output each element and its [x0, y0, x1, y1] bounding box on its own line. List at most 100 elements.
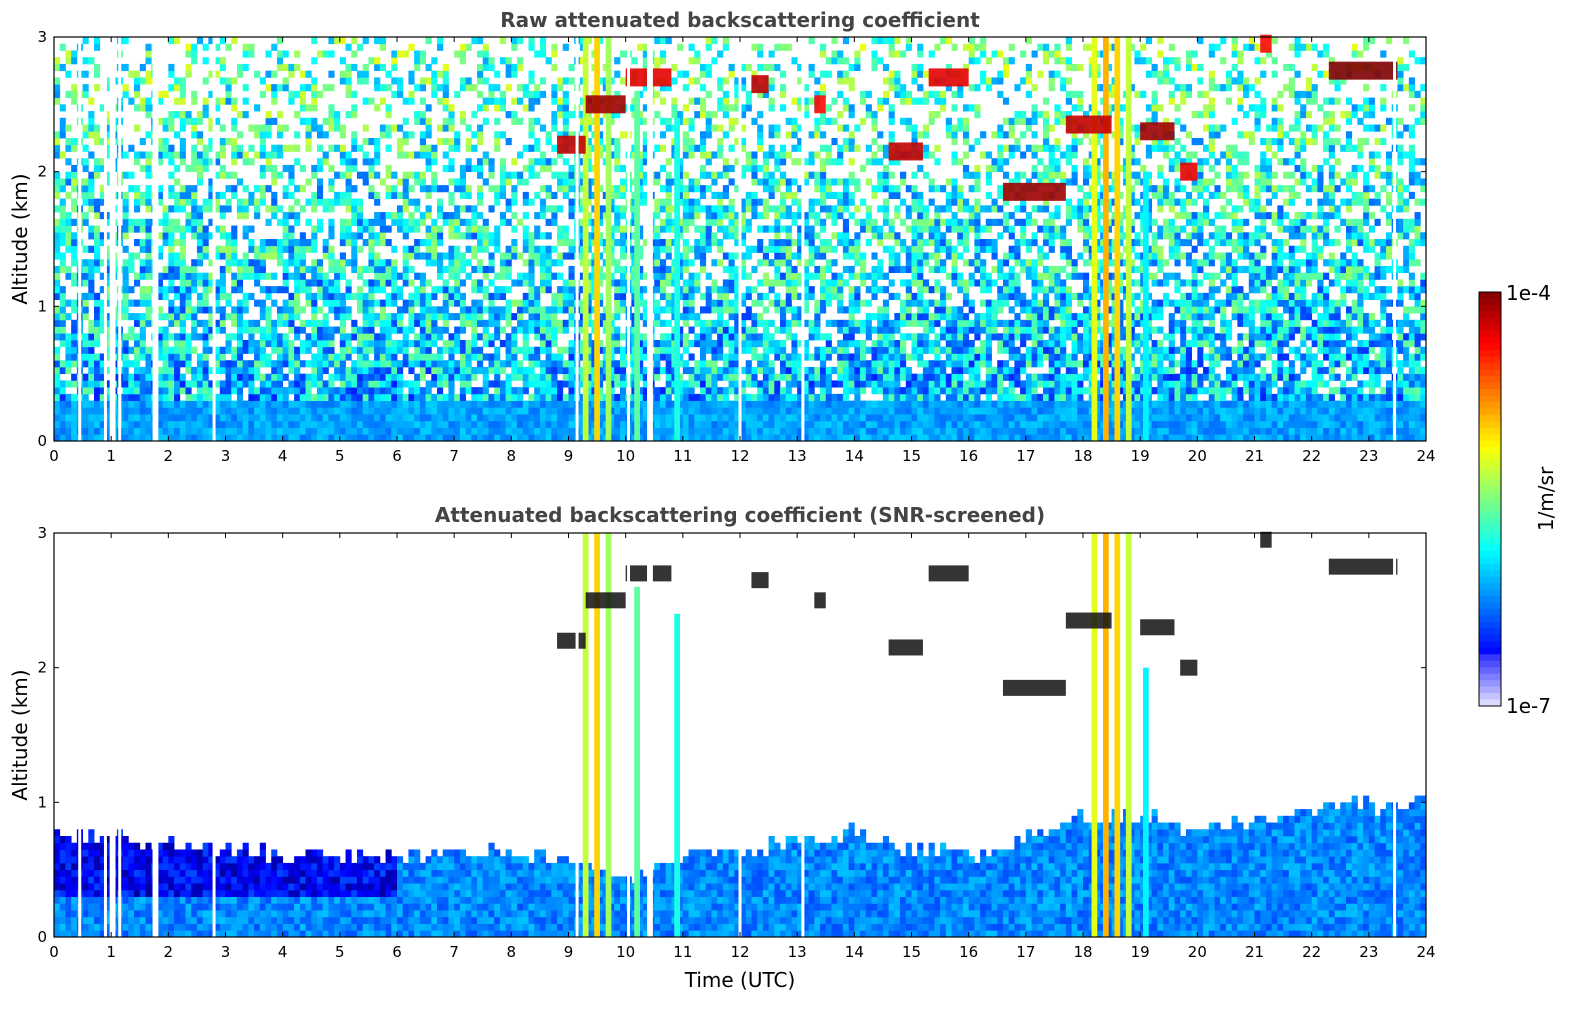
heatmap-cell — [59, 117, 66, 125]
heatmap-cell — [751, 198, 758, 206]
heatmap-cell — [431, 252, 438, 260]
heatmap-cell — [391, 427, 398, 435]
heatmap-cell — [705, 212, 712, 220]
heatmap-cell — [214, 117, 221, 125]
heatmap-cell — [642, 319, 649, 327]
heatmap-cell — [231, 171, 238, 179]
heatmap-cell — [402, 178, 409, 186]
heatmap-cell — [328, 205, 335, 213]
heatmap-cell — [688, 366, 695, 375]
heatmap-cell — [682, 259, 689, 267]
heatmap-cell — [454, 232, 461, 240]
heatmap-cell — [94, 407, 101, 415]
heatmap-cell — [665, 198, 672, 206]
heatmap-cell — [88, 434, 95, 442]
heatmap-cell — [276, 407, 284, 415]
heatmap-cell — [448, 124, 455, 132]
heatmap-cell — [59, 427, 66, 435]
heatmap-cell — [65, 333, 72, 341]
heatmap-cell — [282, 265, 289, 274]
heatmap-cell — [448, 164, 455, 173]
heatmap-cell — [654, 414, 661, 422]
heatmap-cell — [659, 420, 667, 428]
heatmap-cell — [105, 111, 112, 119]
heatmap-cell — [694, 50, 701, 58]
heatmap-cell — [334, 117, 341, 125]
heatmap-cell — [105, 292, 112, 300]
heatmap-cell — [499, 272, 507, 280]
heatmap-cell — [557, 380, 564, 388]
heatmap-cell — [551, 117, 558, 125]
heatmap-cell — [471, 387, 478, 395]
heatmap-cell — [99, 212, 106, 220]
heatmap-cell — [557, 232, 564, 240]
heatmap-cell — [614, 164, 621, 173]
heatmap-cell — [614, 70, 621, 78]
heatmap-cell — [740, 164, 747, 173]
heatmap-cell — [419, 366, 426, 375]
heatmap-cell — [54, 414, 61, 422]
heatmap-cell — [699, 407, 707, 415]
heatmap-cell — [699, 70, 707, 78]
heatmap-cell — [459, 400, 466, 408]
heatmap-cell — [482, 434, 489, 442]
heatmap-cell — [654, 205, 661, 213]
heatmap-cell — [214, 43, 221, 51]
heatmap-cell — [236, 212, 244, 220]
heatmap-cell — [705, 43, 712, 51]
heatmap-cell — [59, 333, 66, 341]
heatmap-cell — [356, 414, 364, 422]
heatmap-cell — [88, 57, 95, 65]
heatmap-cell — [299, 205, 306, 213]
heatmap-cell — [477, 191, 484, 199]
heatmap-cell — [654, 111, 661, 119]
heatmap-cell — [711, 353, 718, 361]
heatmap-cell — [368, 380, 375, 388]
heatmap-cell — [391, 360, 398, 368]
heatmap-cell — [780, 346, 787, 354]
heatmap-cell — [471, 286, 478, 294]
heatmap-cell — [768, 434, 775, 442]
heatmap-cell — [642, 84, 649, 92]
heatmap-cell — [528, 353, 535, 361]
heatmap-cell — [379, 232, 386, 240]
heatmap-cell — [454, 333, 461, 341]
heatmap-cell — [608, 434, 615, 442]
heatmap-cell — [414, 178, 421, 186]
heatmap-cell — [402, 434, 409, 442]
heatmap-cell — [762, 333, 769, 341]
heatmap-cell — [482, 319, 489, 327]
heatmap-cell — [202, 158, 209, 166]
heatmap-cell — [585, 299, 592, 307]
heatmap-cell — [425, 205, 432, 213]
heatmap-cell — [122, 151, 129, 159]
heatmap-cell — [174, 427, 181, 435]
heatmap-cell — [179, 265, 186, 274]
heatmap-cell — [654, 198, 661, 206]
heatmap-cell — [134, 420, 141, 428]
heatmap-cell — [259, 77, 266, 85]
heatmap-cell — [351, 212, 358, 220]
heatmap-cell — [259, 138, 266, 146]
heatmap-cell — [282, 144, 289, 152]
heatmap-cell — [99, 198, 106, 206]
heatmap-cell — [414, 427, 421, 435]
heatmap-cell — [219, 380, 226, 388]
heatmap-cell — [768, 63, 775, 72]
heatmap-cell — [202, 205, 209, 213]
heatmap-cell — [488, 319, 495, 327]
heatmap-cell — [505, 218, 512, 226]
heatmap-cell — [71, 164, 78, 173]
heatmap-cell — [539, 360, 547, 368]
heatmap-cell — [774, 178, 781, 186]
heatmap-cell — [534, 346, 541, 354]
heatmap-cell — [54, 319, 61, 327]
heatmap-cell — [517, 171, 524, 179]
heatmap-cell — [722, 191, 729, 199]
heatmap-cell — [488, 57, 495, 65]
heatmap-cell — [282, 164, 289, 173]
heatmap-cell — [745, 427, 752, 435]
heatmap-cell — [156, 326, 164, 334]
heatmap-cell — [397, 50, 404, 58]
heatmap-cell — [362, 353, 369, 361]
